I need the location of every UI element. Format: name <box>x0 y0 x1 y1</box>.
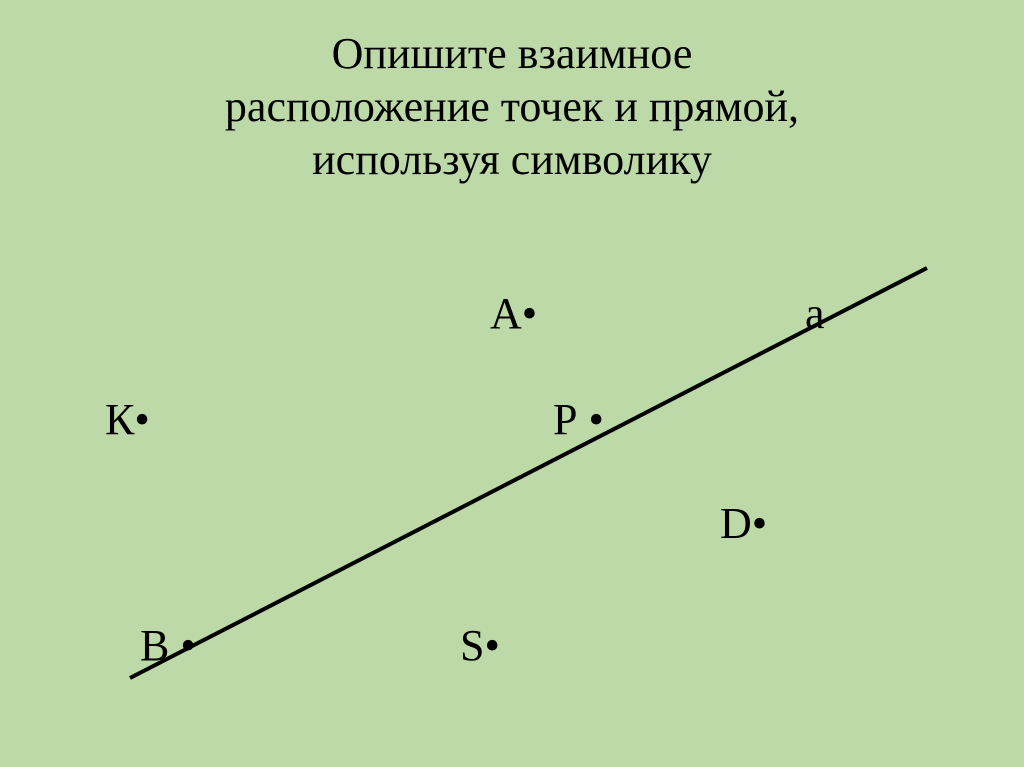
slide: Опишите взаимное расположение точек и пр… <box>0 0 1024 767</box>
point-S: S• <box>460 620 500 671</box>
point-K: К• <box>105 394 150 445</box>
point-B: В • <box>140 620 196 671</box>
point-A: А• <box>490 288 537 339</box>
point-P: Р • <box>553 394 604 445</box>
point-D: D• <box>720 498 767 549</box>
line-label-a: a <box>805 288 825 339</box>
